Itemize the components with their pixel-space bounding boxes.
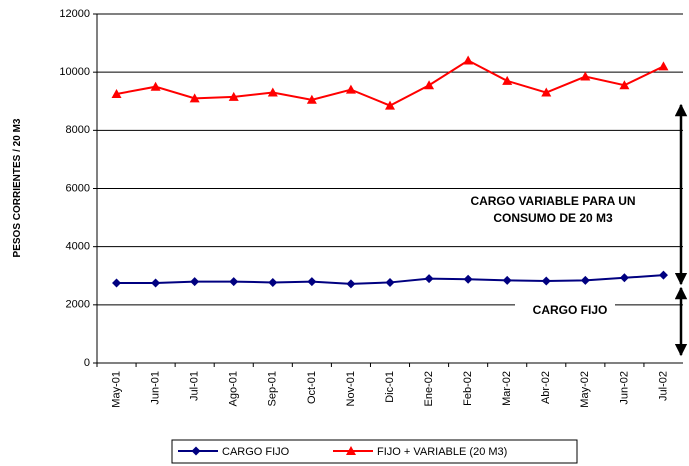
point: [345, 84, 356, 94]
y-tick-label: 10000: [59, 66, 90, 78]
annotation-bg: [515, 300, 615, 320]
point: [580, 275, 590, 285]
x-tick-label: Ene-02: [423, 371, 435, 406]
x-tick-label: Nov-01: [345, 371, 357, 406]
x-tick-label: Jul-01: [189, 371, 201, 401]
point: [151, 278, 161, 288]
point: [268, 277, 278, 287]
point: [541, 87, 552, 97]
point: [306, 94, 317, 104]
point: [463, 55, 474, 65]
y-tick-label: 0: [84, 357, 90, 369]
annotation: CARGO FIJO: [533, 303, 608, 317]
point: [385, 100, 395, 110]
point: [228, 91, 239, 101]
legend-label: FIJO + VARIABLE (20 M3): [377, 446, 507, 458]
legend: [171, 439, 578, 464]
point: [658, 61, 669, 71]
y-tick-label: 12000: [59, 8, 90, 20]
point: [463, 274, 473, 284]
annotation: CARGO VARIABLE PARA UN: [470, 194, 635, 208]
legend-marker: [191, 446, 201, 456]
point: [619, 80, 630, 90]
point: [307, 277, 317, 287]
point: [541, 276, 551, 286]
point: [112, 278, 122, 288]
x-tick-label: Feb-02: [462, 371, 474, 406]
point: [190, 277, 200, 287]
point: [502, 275, 512, 285]
y-tick-label: 2000: [66, 299, 90, 311]
point: [229, 277, 239, 287]
x-tick-label: May-01: [110, 371, 122, 408]
annotation: CONSUMO DE 20 M3: [493, 211, 613, 225]
point: [385, 277, 395, 287]
point: [619, 273, 629, 283]
point: [502, 75, 513, 85]
legend-label: CARGO FIJO: [222, 446, 290, 458]
y-tick-label: 4000: [66, 241, 90, 253]
x-tick-label: Oct-01: [306, 371, 318, 404]
x-tick-label: May-02: [579, 371, 591, 408]
y-tick-label: 8000: [66, 124, 90, 136]
point: [189, 93, 200, 103]
point: [267, 87, 278, 97]
point: [580, 71, 591, 81]
x-tick-label: Jul-02: [657, 371, 669, 401]
series-line: [116, 59, 664, 107]
x-tick-label: Abr-02: [540, 371, 552, 404]
y-tick-label: 6000: [66, 182, 90, 194]
x-tick-label: Mar-02: [501, 371, 513, 406]
y-axis-label: PESOS CORRIENTES / 20 M3: [12, 118, 23, 257]
point: [150, 81, 161, 91]
legend-marker: [346, 446, 356, 455]
x-tick-label: Ago-01: [228, 371, 240, 406]
point: [424, 80, 435, 90]
point: [346, 279, 356, 289]
x-tick-label: Jun-01: [150, 371, 162, 405]
annotation-bg: [448, 193, 660, 227]
point: [658, 270, 668, 280]
x-tick-label: Jun-02: [618, 371, 630, 405]
x-tick-label: Sep-01: [267, 371, 279, 406]
x-tick-label: Dic-01: [384, 371, 396, 403]
point: [111, 88, 122, 98]
point: [424, 274, 434, 284]
